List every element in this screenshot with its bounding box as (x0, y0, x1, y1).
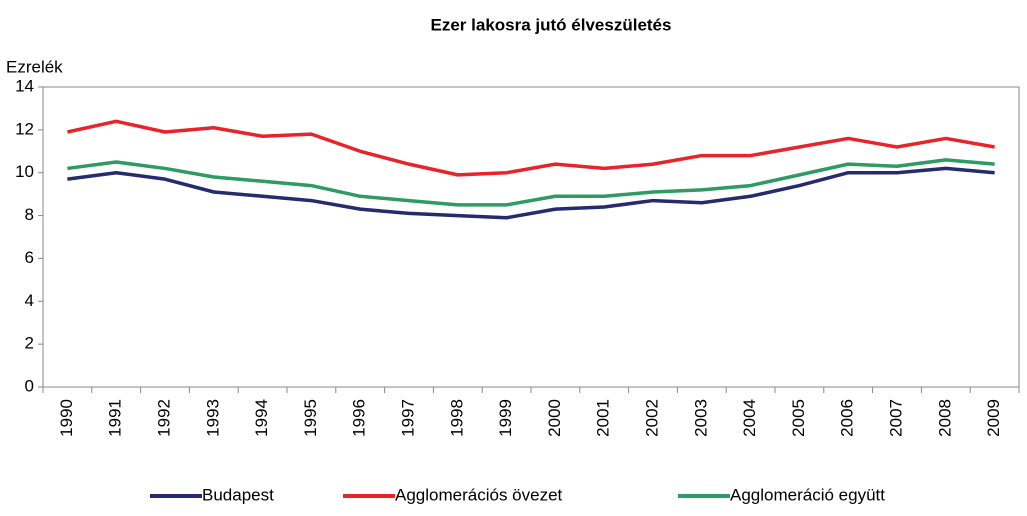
x-tick-label: 1994 (252, 399, 271, 437)
x-tick-label: 2001 (594, 399, 613, 437)
x-tick-label: 2006 (838, 399, 857, 437)
x-tick-label: 1991 (106, 399, 125, 437)
series-line (67, 166, 995, 220)
x-tick-label: 1992 (154, 399, 173, 437)
y-tick-label: 8 (25, 205, 34, 224)
y-tick-label: 2 (25, 334, 34, 353)
x-tick-label: 2007 (886, 399, 905, 437)
plot-frame (42, 86, 1020, 388)
legend-label: Budapest (202, 485, 274, 504)
x-tick-label: 2004 (740, 399, 759, 437)
y-tick-label: 10 (15, 162, 34, 181)
y-tick-label: 14 (15, 76, 34, 95)
x-tick-label: 2008 (935, 399, 954, 437)
legend-label: Agglomerációs övezet (395, 485, 563, 504)
x-tick-label: 2000 (545, 399, 564, 437)
series-line (67, 158, 995, 207)
y-tick-label: 0 (25, 376, 34, 395)
x-tick-label: 1997 (398, 399, 417, 437)
legend-label: Agglomeráció együtt (730, 485, 885, 504)
x-tick-label: 1993 (203, 399, 222, 437)
x-tick-label: 1996 (350, 399, 369, 437)
x-tick-label: 2005 (789, 399, 808, 437)
x-tick-label: 2009 (984, 399, 1003, 437)
y-tick-label: 6 (25, 248, 34, 267)
chart-title: Ezer lakosra jutó élveszületés (431, 15, 672, 34)
x-tick-label: 2003 (691, 399, 710, 437)
series-line (67, 119, 995, 177)
x-tick-label: 1995 (301, 399, 320, 437)
y-tick-label: 12 (15, 119, 34, 138)
y-axis-label: Ezrelék (6, 57, 63, 76)
x-tick-label: 1990 (57, 399, 76, 437)
x-tick-label: 1998 (447, 399, 466, 437)
x-tick-label: 2002 (642, 399, 661, 437)
x-tick-label: 1999 (496, 399, 515, 437)
y-tick-label: 4 (25, 291, 34, 310)
